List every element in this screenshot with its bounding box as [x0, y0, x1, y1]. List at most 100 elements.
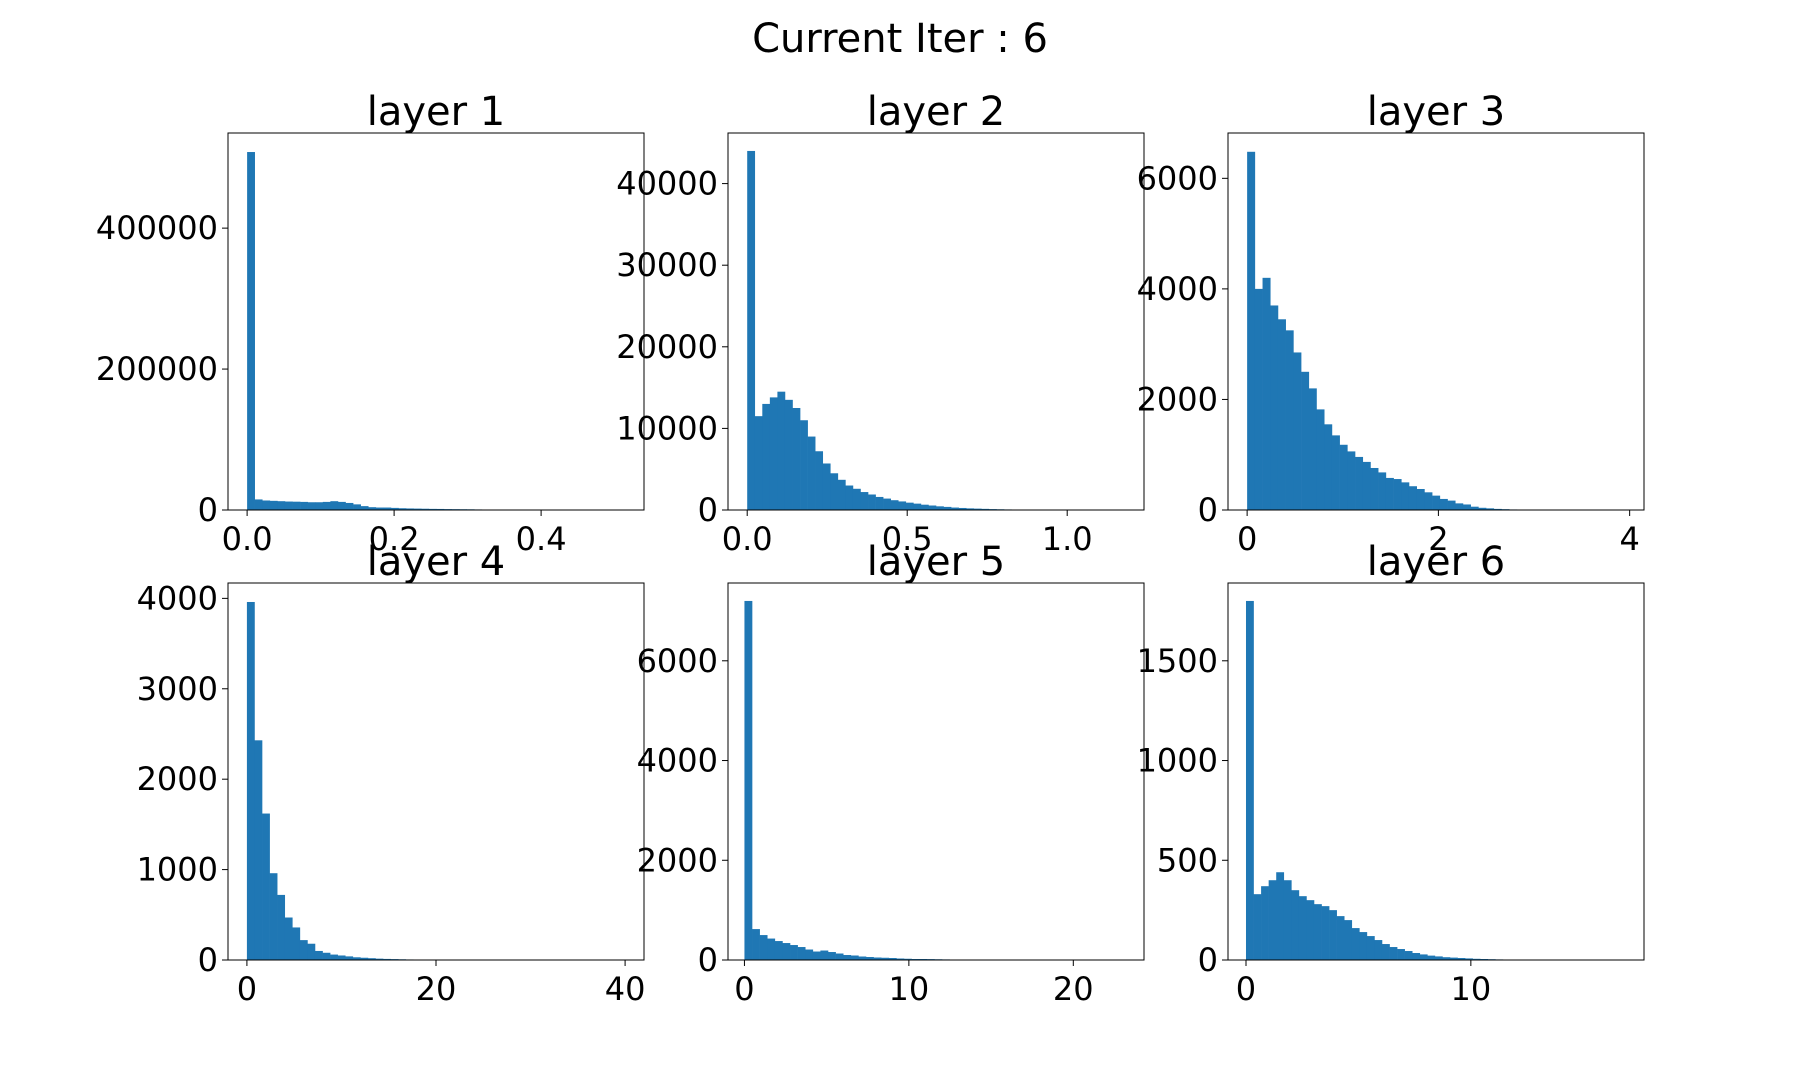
- histogram-bar: [905, 502, 914, 510]
- histogram-bar: [805, 949, 814, 960]
- x-tick-label: 0.0: [222, 520, 273, 558]
- histogram-bar: [865, 957, 874, 960]
- histogram-bar: [421, 508, 430, 510]
- histogram-bar: [428, 508, 437, 510]
- histogram-bar: [406, 508, 414, 510]
- histogram-bar: [920, 504, 929, 510]
- histogram-bar: [345, 956, 354, 960]
- histogram-bar: [375, 958, 384, 960]
- histogram-bar: [1449, 957, 1458, 960]
- y-tick-label: 500: [1157, 841, 1218, 879]
- histogram-bar: [337, 955, 346, 960]
- histogram-bar: [1291, 890, 1300, 960]
- histogram-bar: [928, 505, 937, 510]
- histogram-bar: [367, 958, 376, 960]
- histogram-bar: [284, 501, 293, 510]
- histogram-bar: [352, 957, 361, 960]
- y-tick-label: 2000: [637, 841, 718, 879]
- histogram-bar: [247, 152, 255, 510]
- x-tick-label: 40: [605, 970, 646, 1008]
- x-tick-label: 0: [237, 970, 257, 1008]
- histogram-bar: [330, 954, 338, 960]
- y-tick-label: 4000: [1137, 270, 1218, 308]
- axes-frame: [227, 582, 645, 961]
- histogram-bar: [1397, 949, 1405, 960]
- histogram-bars: [747, 150, 1126, 510]
- histogram-bar: [1427, 955, 1436, 960]
- histogram-bar: [1254, 288, 1263, 510]
- histogram-bar: [1316, 409, 1325, 510]
- histogram-bar: [1419, 954, 1428, 960]
- histogram-bar: [1462, 504, 1471, 510]
- histogram-bar: [315, 502, 324, 510]
- y-tick-label: 2000: [137, 760, 218, 798]
- histogram-bar: [784, 399, 793, 510]
- histogram-bar: [269, 873, 278, 960]
- histogram-bar: [852, 488, 861, 510]
- histogram-bar: [1455, 503, 1464, 510]
- histogram-bar: [262, 500, 271, 510]
- histogram-bar: [284, 917, 293, 960]
- x-tick-label: 4: [1619, 520, 1639, 558]
- y-tick-label: 200000: [96, 350, 218, 388]
- histogram-bar: [1344, 920, 1353, 960]
- histogram-bar: [875, 496, 884, 510]
- histogram-bar: [292, 501, 301, 510]
- subplot-title: layer 1: [367, 89, 506, 135]
- y-tick-label: 1000: [1137, 742, 1218, 780]
- histogram-bar: [767, 938, 776, 960]
- y-tick-label: 0: [698, 491, 718, 529]
- histogram-bar: [1306, 900, 1315, 960]
- x-tick-label: 0: [734, 970, 754, 1008]
- histogram-bar: [1404, 951, 1413, 960]
- histogram-bar: [383, 507, 392, 510]
- axes-frame: [227, 132, 645, 511]
- x-tick-label: 10: [889, 970, 930, 1008]
- histogram-bar: [966, 508, 975, 510]
- subplot-title: layer 3: [1367, 89, 1506, 135]
- histogram-bar: [1385, 477, 1394, 510]
- histogram-bar: [762, 403, 771, 510]
- histogram-bar: [936, 506, 944, 510]
- histogram-bar: [881, 957, 890, 960]
- y-tick-label: 10000: [616, 409, 718, 447]
- histogram-bar: [1362, 461, 1371, 510]
- histogram-bar: [807, 436, 816, 510]
- y-tick-label: 6000: [1137, 159, 1218, 197]
- histogram-bar: [958, 507, 967, 510]
- histogram-bar: [262, 813, 270, 960]
- histogram-bar: [812, 951, 821, 960]
- histogram-bar: [800, 420, 808, 510]
- histogram-bar: [873, 957, 882, 960]
- histogram-bar: [1393, 479, 1402, 510]
- histogram-bar: [1313, 904, 1322, 960]
- histogram-bar: [1270, 305, 1279, 510]
- histogram-bar: [1432, 495, 1441, 510]
- histogram-bar: [850, 955, 859, 960]
- histogram-bar: [1277, 319, 1286, 510]
- histogram-bar: [903, 958, 912, 960]
- histogram-bar: [868, 494, 876, 510]
- y-tick-label: 6000: [637, 642, 718, 680]
- subplot-6: layer 6 0 10 0 500 1000 1500: [1137, 539, 1645, 1008]
- y-tick-label: 40000: [616, 165, 718, 203]
- histogram-bar: [774, 941, 783, 960]
- x-tick-label: 20: [416, 970, 457, 1008]
- subplot-3: layer 3 0 2 4 0 2000 4000 6000: [1137, 89, 1645, 558]
- histogram-bar: [1321, 906, 1330, 960]
- histogram-bar: [1465, 958, 1473, 960]
- histogram-bar: [1381, 944, 1390, 960]
- histogram-bar: [792, 407, 801, 510]
- subplot-2: layer 2 0.0 0.5 1.0 0 10000 20000 30000 40000: [616, 89, 1145, 558]
- histogram-bar: [1401, 482, 1410, 510]
- histogram-bar: [277, 501, 286, 510]
- subplot-4: layer 4 0 20 40 0 1000 2000 3000 4000: [137, 539, 646, 1008]
- histogram-bar: [951, 507, 959, 510]
- histogram-bar: [1268, 880, 1277, 960]
- histogram-bar: [769, 397, 778, 510]
- histogram-bar: [246, 601, 255, 960]
- histogram-bar: [345, 502, 354, 510]
- histogram-bar: [1442, 957, 1451, 960]
- histogram-bar: [1389, 947, 1398, 960]
